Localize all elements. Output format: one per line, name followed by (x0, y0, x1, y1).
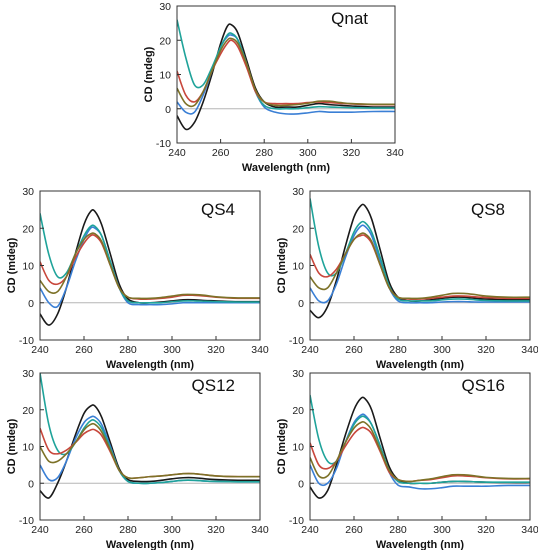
chart-panel-qs12: 240 260 280 300 320 340 -10 0 10 20 30 Wavelength (… (6, 368, 269, 550)
series-line-5 (177, 37, 395, 108)
x-tick-label: 260 (345, 524, 363, 536)
x-axis-label: Wavelength (nm) (376, 359, 465, 371)
series-line-4 (40, 427, 260, 480)
x-tick-label: 280 (119, 344, 137, 356)
chart-panel-qnat: 240 260 280 300 320 340 -10 0 10 20 30 Wavelength (… (143, 1, 404, 174)
y-tick-label: 20 (22, 405, 34, 417)
y-axis-label: CD (mdeg) (143, 46, 155, 102)
y-tick-label: 10 (22, 442, 34, 454)
x-tick-label: 320 (477, 344, 495, 356)
panel-title: QS4 (201, 200, 235, 219)
x-tick-label: 320 (207, 524, 225, 536)
x-tick-label: 340 (251, 524, 269, 536)
y-tick-label: 10 (292, 261, 304, 273)
y-tick-label: 20 (159, 35, 171, 47)
y-tick-label: 0 (298, 478, 304, 490)
x-tick-label: 320 (477, 524, 495, 536)
y-tick-label: 0 (28, 298, 34, 310)
y-tick-label: -10 (19, 515, 34, 527)
x-tick-label: 280 (255, 147, 273, 159)
x-axis-label: Wavelength (nm) (242, 162, 331, 174)
y-tick-label: 30 (22, 186, 34, 198)
series-line-3 (310, 394, 530, 485)
series-line-5 (310, 232, 530, 300)
panel-title: Qnat (331, 9, 368, 28)
x-axis-label: Wavelength (nm) (376, 539, 465, 550)
x-tick-label: 260 (212, 147, 230, 159)
x-tick-label: 300 (163, 344, 181, 356)
y-tick-label: -10 (289, 335, 304, 347)
series-line-1 (40, 404, 260, 499)
y-tick-label: 0 (28, 478, 34, 490)
x-tick-label: 240 (168, 147, 186, 159)
x-tick-label: 320 (343, 147, 361, 159)
series-line-2 (310, 224, 530, 304)
chart-panel-qs8: 240 260 280 300 320 340 -10 0 10 20 30 Wavelength (… (276, 186, 538, 371)
x-tick-label: 240 (301, 344, 319, 356)
x-tick-label: 340 (521, 344, 538, 356)
x-tick-label: 260 (75, 344, 93, 356)
y-tick-label: 0 (298, 298, 304, 310)
x-tick-label: 240 (31, 524, 49, 536)
y-tick-label: 10 (159, 70, 171, 82)
y-tick-label: 20 (22, 223, 34, 235)
y-tick-label: 20 (292, 405, 304, 417)
x-tick-label: 300 (433, 344, 451, 356)
x-tick-label: 340 (521, 524, 538, 536)
y-tick-label: 30 (22, 368, 34, 380)
y-tick-label: 0 (165, 104, 171, 116)
series-line-5 (40, 422, 260, 480)
x-tick-label: 300 (163, 524, 181, 536)
x-tick-label: 240 (31, 344, 49, 356)
x-tick-label: 320 (207, 344, 225, 356)
series-line-2 (40, 226, 260, 309)
y-axis-label: CD (mdeg) (6, 237, 18, 293)
panel-title: QS16 (462, 376, 505, 395)
x-axis-label: Wavelength (nm) (106, 539, 195, 550)
series-line-2 (310, 413, 530, 490)
series-line-3 (177, 19, 395, 110)
series-line-4 (310, 426, 530, 483)
chart-panel-qs4: 240 260 280 300 320 340 -10 0 10 20 30 Wavelength (… (6, 186, 269, 371)
y-tick-label: 10 (22, 261, 34, 273)
y-axis-label: CD (mdeg) (276, 237, 288, 293)
y-tick-label: 10 (292, 442, 304, 454)
x-tick-label: 280 (389, 344, 407, 356)
x-tick-label: 280 (119, 524, 137, 536)
y-tick-label: -10 (156, 138, 171, 150)
x-tick-label: 260 (75, 524, 93, 536)
y-tick-label: -10 (289, 515, 304, 527)
y-tick-label: 20 (292, 223, 304, 235)
x-tick-label: 260 (345, 344, 363, 356)
series-line-5 (40, 232, 260, 300)
y-tick-label: -10 (19, 335, 34, 347)
series-line-5 (310, 421, 530, 483)
x-tick-label: 280 (389, 524, 407, 536)
y-tick-label: 30 (159, 1, 171, 13)
x-tick-label: 340 (386, 147, 404, 159)
chart-panel-qs16: 240 260 280 300 320 340 -10 0 10 20 30 Wavelength (… (276, 368, 538, 550)
y-tick-label: 30 (292, 368, 304, 380)
x-tick-label: 340 (251, 344, 269, 356)
y-axis-label: CD (mdeg) (6, 418, 18, 474)
x-tick-label: 300 (433, 524, 451, 536)
series-line-2 (40, 415, 260, 485)
x-axis-label: Wavelength (nm) (106, 359, 195, 371)
panel-title: QS12 (192, 376, 235, 395)
x-tick-label: 240 (301, 524, 319, 536)
panel-title: QS8 (471, 200, 505, 219)
y-axis-label: CD (mdeg) (276, 418, 288, 474)
x-tick-label: 300 (299, 147, 317, 159)
y-tick-label: 30 (292, 186, 304, 198)
